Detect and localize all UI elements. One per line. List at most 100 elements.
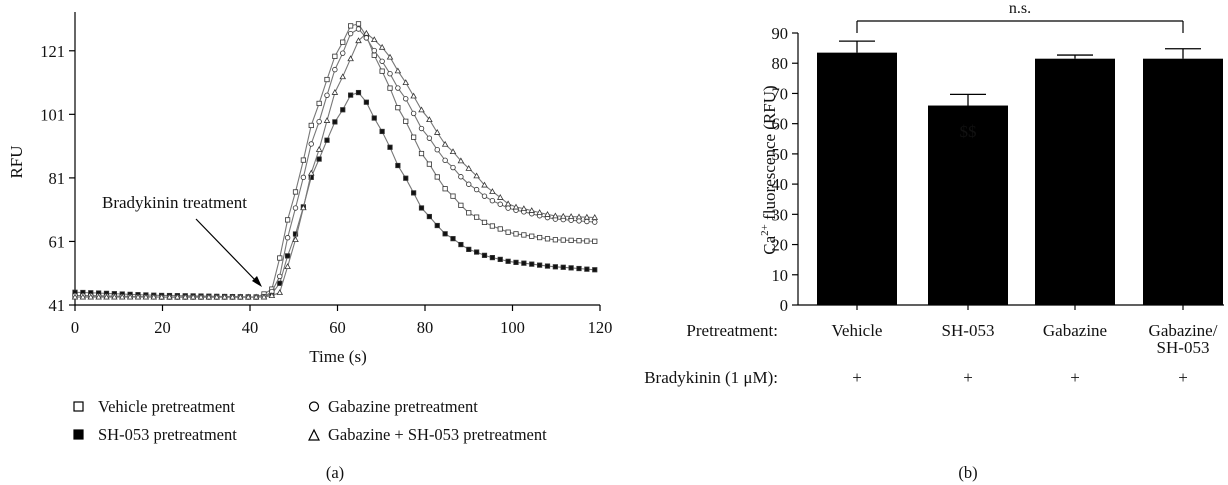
- data-point: [450, 236, 456, 242]
- data-point: [268, 292, 276, 298]
- data-point: [387, 144, 393, 150]
- data-point: [411, 134, 417, 140]
- bar-vehicle: [817, 52, 897, 306]
- panel-b-bar-chart: 0 10 20 30 40 50 60 70 80 90 Ca2+ fluorescence (R…: [644, 0, 1224, 482]
- y-tick-label: 70: [772, 84, 789, 103]
- data-point: [450, 164, 456, 171]
- data-point: [229, 293, 236, 300]
- data-point: [576, 238, 582, 244]
- data-point: [426, 116, 433, 123]
- bradykinin-plus-mark: +: [963, 368, 973, 387]
- data-point: [442, 231, 448, 237]
- data-point: [474, 214, 480, 220]
- data-point: [324, 76, 330, 83]
- data-point: [512, 203, 520, 210]
- data-point: [433, 129, 441, 135]
- data-point: [166, 293, 173, 300]
- y-tick-label: 0: [780, 296, 788, 315]
- data-point: [332, 53, 338, 59]
- data-point: [466, 210, 472, 216]
- data-point: [252, 293, 260, 300]
- data-point: [489, 255, 495, 261]
- data-point: [386, 53, 394, 60]
- panel-a-x-axis-label: Time (s): [309, 347, 366, 366]
- data-point: [292, 189, 299, 195]
- data-point: [150, 293, 158, 300]
- data-point: [521, 260, 527, 266]
- data-point: [592, 219, 598, 225]
- data-point: [315, 146, 323, 152]
- data-point: [292, 205, 299, 211]
- data-point: [504, 200, 512, 207]
- data-point: [529, 261, 535, 267]
- data-point: [87, 293, 95, 300]
- data-point: [285, 253, 291, 259]
- data-point: [277, 280, 283, 286]
- data-point: [584, 266, 590, 272]
- series-line-triangle-open: [75, 32, 595, 298]
- data-point: [340, 107, 346, 113]
- data-point: [552, 264, 558, 270]
- data-point: [481, 181, 488, 188]
- data-point: [583, 213, 591, 220]
- data-point: [513, 259, 519, 265]
- data-point: [340, 39, 346, 45]
- data-point: [466, 246, 472, 252]
- data-point: [552, 237, 558, 243]
- data-point: [592, 238, 598, 244]
- bar-sh-053: [928, 105, 1008, 306]
- data-point: [395, 162, 401, 169]
- data-point: [591, 214, 599, 220]
- data-point: [418, 205, 425, 211]
- data-point: [418, 150, 425, 157]
- data-point: [355, 37, 362, 44]
- data-point: [394, 67, 402, 74]
- data-point: [355, 21, 362, 27]
- series-triangle-open: [71, 29, 599, 300]
- data-point: [403, 118, 409, 124]
- data-point: [174, 293, 181, 300]
- data-point: [244, 293, 252, 300]
- data-point: [284, 263, 291, 269]
- data-point: [395, 105, 401, 111]
- data-point: [332, 66, 338, 73]
- data-point: [481, 193, 488, 199]
- x-tick-label: 0: [71, 318, 79, 337]
- data-point: [584, 238, 590, 244]
- pretreatment-row-label: Pretreatment:: [686, 321, 778, 340]
- legend-combo: Gabazine + SH-053 pretreatment: [328, 425, 547, 444]
- data-point: [458, 202, 464, 208]
- data-point: [497, 256, 503, 262]
- data-point: [442, 186, 448, 192]
- bradykinin-plus-mark: +: [1070, 368, 1080, 387]
- data-point: [529, 233, 535, 239]
- data-point: [378, 43, 386, 50]
- data-point: [411, 190, 417, 196]
- data-point: [481, 252, 488, 258]
- data-point: [103, 293, 110, 300]
- data-point: [134, 293, 142, 300]
- data-point: [332, 119, 338, 125]
- data-point: [418, 106, 425, 113]
- series-line-square-open: [74, 23, 595, 298]
- data-point: [489, 197, 496, 204]
- data-point: [434, 147, 440, 153]
- data-point: [426, 213, 432, 220]
- data-point: [457, 157, 465, 164]
- annotation-arrow-head: [252, 276, 262, 287]
- data-point: [403, 96, 409, 102]
- data-point: [323, 117, 331, 123]
- panel-b-y-axis-label: Ca2+ fluorescence (RFU): [759, 85, 779, 254]
- y-tick-label: 101: [40, 105, 65, 124]
- data-point: [481, 219, 488, 225]
- category-label: Vehicle: [832, 321, 883, 340]
- data-point: [158, 293, 165, 300]
- data-point: [513, 231, 519, 237]
- data-point: [458, 241, 464, 248]
- data-point: [355, 89, 362, 96]
- data-point: [181, 293, 189, 300]
- data-point: [568, 265, 574, 271]
- data-point: [339, 73, 347, 80]
- y-tick-label: 61: [49, 232, 66, 251]
